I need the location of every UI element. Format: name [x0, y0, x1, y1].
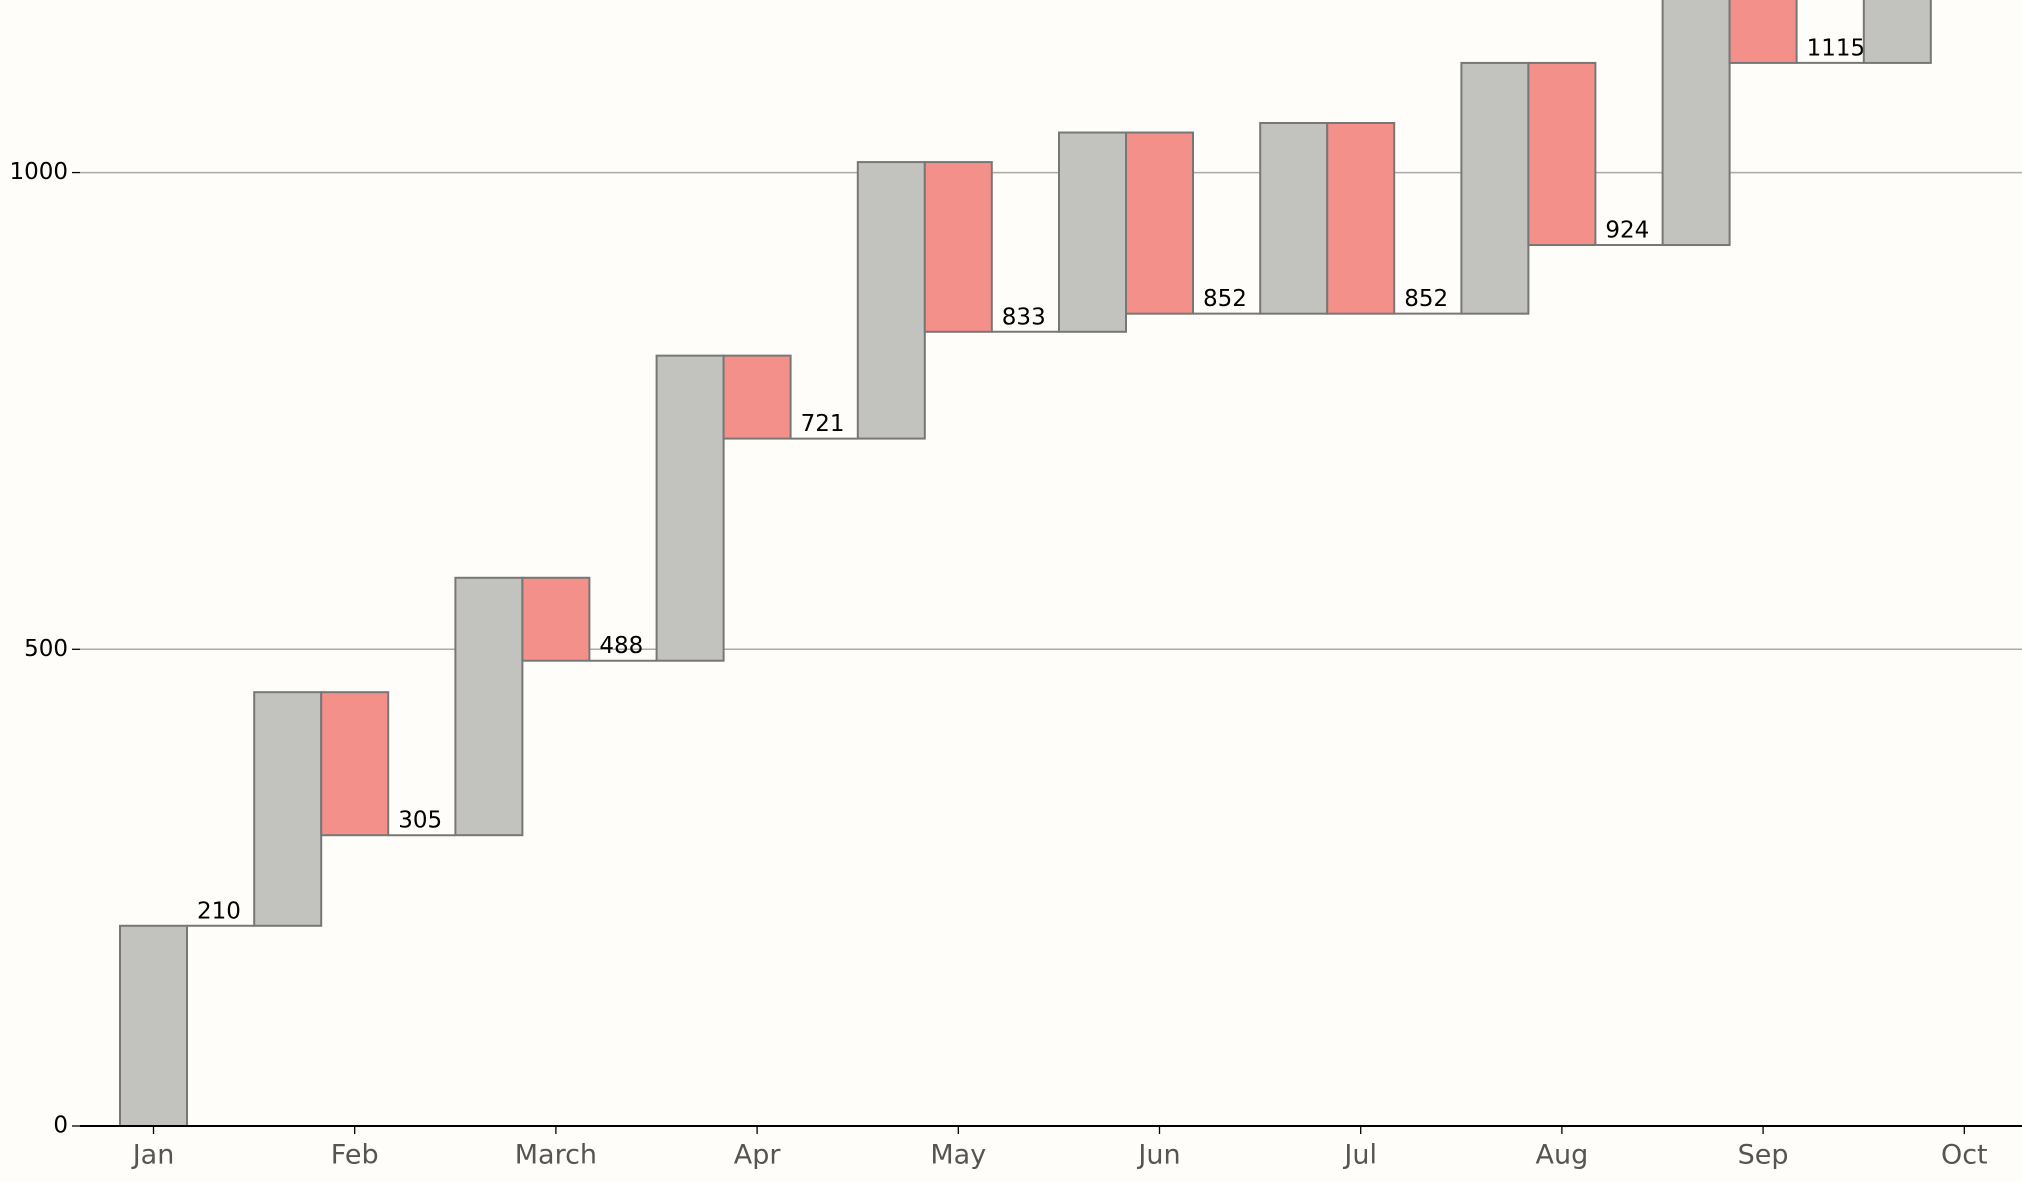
decrease-bar [923, 161, 993, 333]
decrease-bar [1527, 61, 1597, 247]
increase-bar [655, 354, 725, 662]
decrease-bar [1326, 121, 1396, 315]
decrease-bar [1125, 131, 1194, 315]
total-label: 924 [1605, 218, 1649, 244]
increase-bar [119, 924, 188, 1127]
increase-bar [1460, 61, 1530, 315]
total-label: 305 [398, 808, 442, 834]
increase-bar [1862, 0, 1932, 64]
total-label: 852 [1203, 286, 1247, 312]
increase-bar [1259, 121, 1329, 315]
x-tick-label: March [515, 1140, 597, 1171]
x-tick-label: Aug [1536, 1140, 1589, 1171]
x-tick-label: Feb [331, 1140, 379, 1171]
increase-bar [454, 576, 524, 837]
increase-bar [1058, 131, 1127, 333]
increase-bar [253, 691, 323, 927]
total-label: 852 [1404, 286, 1448, 312]
total-label: 833 [1002, 304, 1046, 330]
x-tick-label: Jun [1136, 1140, 1180, 1171]
x-tick-label: Sep [1738, 1140, 1789, 1171]
y-tick-label: 0 [53, 1113, 68, 1139]
y-tick-label: 500 [24, 636, 68, 662]
decrease-bar [1728, 0, 1798, 64]
x-tick-label: Apr [734, 1140, 782, 1171]
total-label: 721 [801, 411, 845, 437]
decrease-bar [521, 576, 591, 662]
total-label: 210 [197, 898, 241, 924]
increase-bar [856, 161, 926, 440]
x-tick-label: Oct [1941, 1140, 1988, 1171]
x-tick-label: Jul [1342, 1140, 1377, 1171]
decrease-bar [722, 354, 792, 440]
y-tick-label: 1000 [9, 159, 68, 185]
increase-bar [1661, 0, 1731, 247]
decrease-bar [320, 691, 390, 837]
x-tick-label: May [930, 1140, 986, 1171]
total-label: 1115 [1807, 35, 1866, 61]
total-label: 488 [599, 633, 643, 659]
x-tick-label: Jan [131, 1140, 175, 1171]
